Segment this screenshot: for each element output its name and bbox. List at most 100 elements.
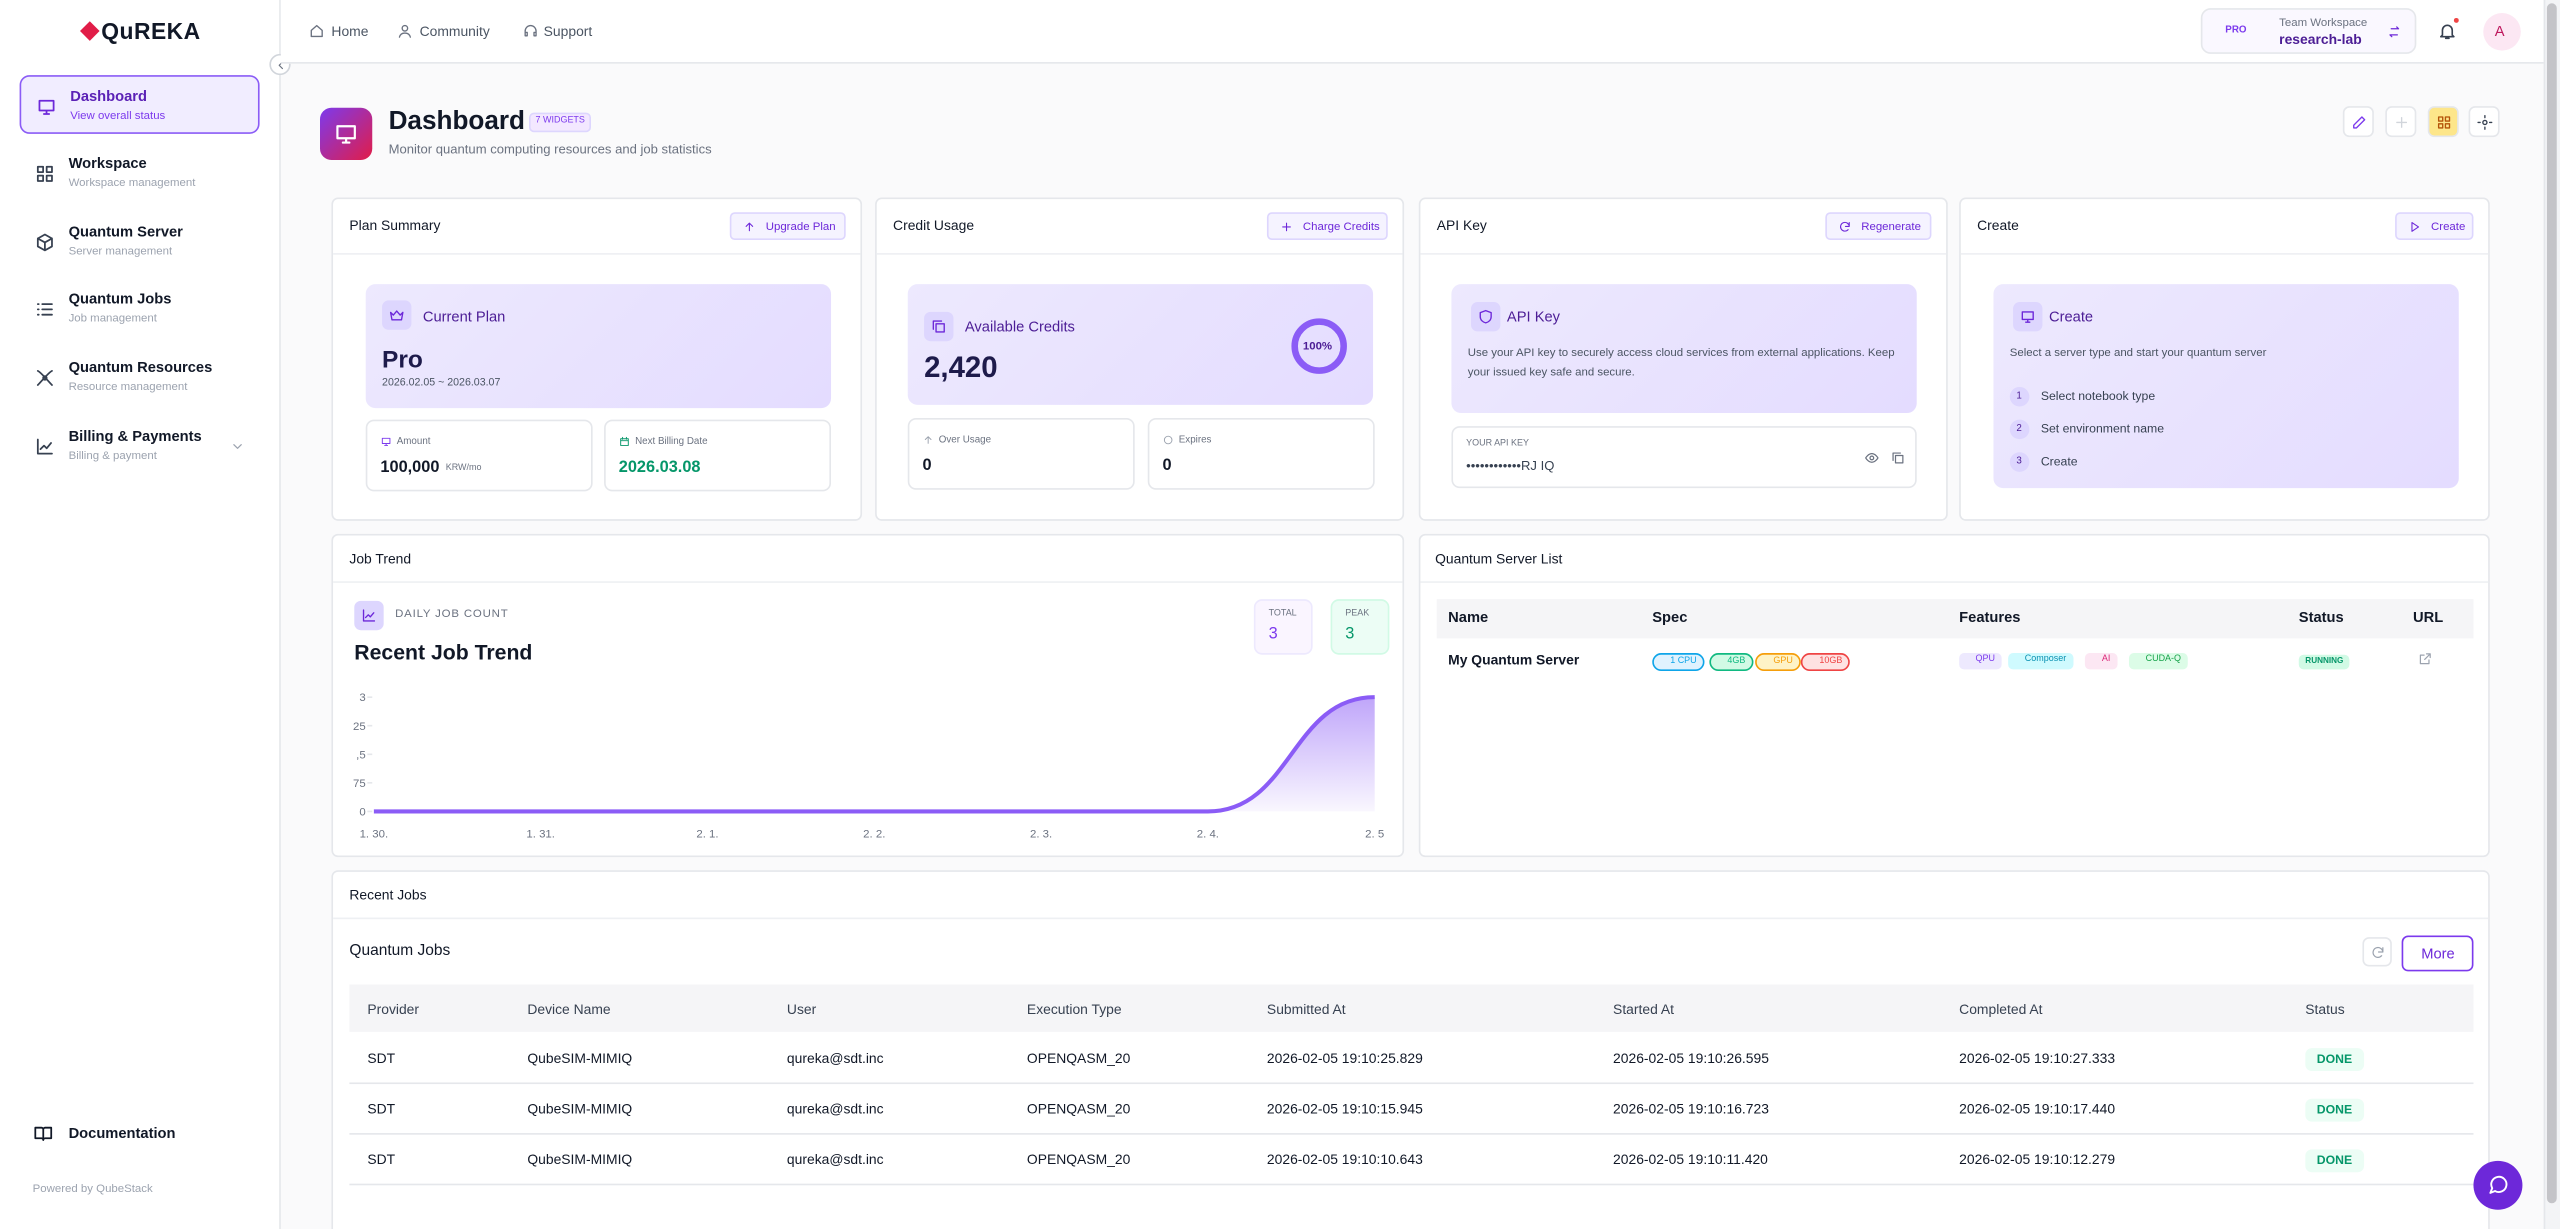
card-action-button[interactable]: Charge Credits — [1266, 212, 1388, 240]
logo[interactable]: QuREKA — [101, 17, 201, 45]
toolbar-icon-shape — [2477, 114, 2493, 130]
table-cell: SDT — [367, 1049, 396, 1067]
nav-item[interactable]: Quantum Resources Resource management — [20, 348, 260, 407]
nav-item[interactable]: Billing & Payments Billing & payment — [20, 416, 260, 475]
credit-usage-card: Credit Usage Charge Credits Available Cred… — [875, 197, 1405, 521]
page-subtitle: Monitor quantum computing resources and … — [388, 142, 712, 157]
topnav-link[interactable]: Community — [419, 22, 490, 40]
table-cell: QubeSIM-MIMIQ — [527, 1100, 633, 1117]
table-cell: OPENQASM_20 — [1026, 1151, 1131, 1168]
server-url[interactable] — [2418, 651, 2433, 666]
toolbar-button[interactable] — [2427, 106, 2459, 138]
nav-item[interactable]: Workspace Workspace management — [20, 143, 260, 202]
card-title: API Key — [1436, 217, 1487, 234]
nav-item[interactable]: Quantum Jobs Job management — [20, 280, 260, 339]
panel-icon-shape-shape — [362, 609, 376, 622]
status-badge: DONE — [2305, 1048, 2364, 1071]
show-key[interactable] — [1864, 451, 1879, 466]
toolbar-button[interactable] — [2385, 106, 2417, 138]
nav-item[interactable]: Dashboard View overall status — [19, 75, 260, 134]
column-header: Status — [2298, 608, 2344, 626]
y-tick-label: ,5 — [356, 749, 366, 761]
avatar[interactable]: A — [2483, 13, 2521, 51]
header-icon-shape — [336, 125, 356, 144]
nav-icon-shape — [36, 370, 53, 387]
refresh-button[interactable] — [2362, 937, 2392, 967]
table-cell: 2026-02-05 19:10:11.420 — [1613, 1151, 1768, 1168]
y-tick-label: 25 — [353, 721, 366, 733]
copy-key[interactable] — [1891, 451, 1906, 466]
spec-chip: 4GB — [1709, 653, 1754, 671]
panel-icon-shape — [932, 320, 945, 333]
toolbar-icon — [2477, 114, 2493, 130]
plan-period: 2026.02.05 ~ 2026.03.07 — [382, 377, 501, 389]
jobs-subtitle: Quantum Jobs — [349, 942, 451, 960]
topnav-icon-shape — [310, 24, 323, 38]
documentation-link[interactable]: Documentation — [33, 1122, 229, 1148]
recent-jobs-card: Recent Jobs Quantum Jobs More Provider Devic… — [331, 870, 2490, 1229]
nav-icon-shape — [36, 438, 53, 455]
card-title: Plan Summary — [349, 217, 441, 234]
nav-icon — [36, 165, 53, 182]
card-action-button[interactable]: Create — [2395, 212, 2474, 240]
highlight-panel: Current Plan Pro 2026.02.05 ~ 2026.03.07 — [365, 284, 832, 409]
api-key-label: YOUR API KEY — [1466, 439, 1530, 449]
table-cell: SDT — [367, 1151, 396, 1168]
topnav-link[interactable]: Home — [331, 22, 369, 40]
ring-progress — [1291, 318, 1347, 374]
nav-icon-shape — [36, 165, 53, 182]
more-button[interactable]: More — [2401, 935, 2474, 972]
panel-icon-shape — [389, 310, 404, 321]
sidebar: QuREKA Dashboard View overall status Worksp… — [0, 0, 281, 1229]
topnav-link[interactable]: Support — [543, 22, 593, 40]
button-label: Upgrade Plan — [765, 222, 836, 234]
server-name[interactable]: My Quantum Server — [1448, 651, 1580, 668]
step-number-text: 1 — [2016, 391, 2022, 402]
column-header: User — [786, 1000, 817, 1018]
panel-icon-shape-shape — [389, 310, 404, 321]
nav-subtitle: Server management — [68, 245, 173, 258]
workspace-switcher[interactable]: PRO Team Workspace research-lab — [2200, 8, 2417, 54]
nav-title: Quantum Server — [68, 223, 183, 240]
toolbar-icon-shape — [2353, 116, 2366, 129]
nav-title: Quantum Jobs — [68, 291, 172, 308]
plan-summary-card: Plan Summary Upgrade Plan Current Plan Pro 2… — [331, 197, 863, 521]
topnav-icon-shape — [524, 24, 537, 37]
trend-chart: 0 75 ,5 25 3 1. 30. 1. 31. 2. 1. 2. 2. 2. 3. 2. 4.… — [353, 692, 1384, 841]
card-action-button[interactable]: Upgrade Plan — [729, 212, 846, 240]
amount-icon-shape — [381, 437, 391, 446]
nav-item[interactable]: Quantum Server Server management — [20, 212, 260, 271]
y-tick-label: 75 — [353, 778, 366, 790]
y-tick-label: 3 — [359, 692, 365, 704]
notifications[interactable] — [2438, 21, 2458, 41]
over-label: Over Usage — [938, 435, 992, 446]
nav-icon — [36, 232, 53, 251]
table-cell: QubeSIM-MIMIQ — [527, 1049, 633, 1067]
button-icon — [1840, 221, 1850, 232]
card-title: Recent Jobs — [349, 886, 427, 903]
panel-icon — [1471, 302, 1501, 332]
column-header: Status — [2305, 1000, 2345, 1018]
doc-icon-shape — [34, 1126, 53, 1141]
table-cell: OPENQASM_20 — [1026, 1100, 1131, 1117]
nav-subtitle: Billing & payment — [68, 450, 157, 463]
panel-icon-shape-shape — [932, 320, 945, 333]
nav-icon-shape — [36, 232, 53, 251]
toolbar-button[interactable] — [2468, 106, 2500, 138]
feature-chip: AI — [2085, 653, 2117, 669]
plan-panel-title: Current Plan — [422, 308, 506, 325]
stat-label: PEAK — [1345, 608, 1370, 619]
panel-icon — [354, 600, 384, 631]
nav-title: Workspace — [68, 154, 147, 172]
copy-key-shape — [1892, 452, 1904, 464]
panel-icon — [382, 300, 412, 330]
chat-button[interactable] — [2473, 1160, 2523, 1210]
table-header — [1436, 599, 2474, 639]
expires-icon — [1163, 435, 1173, 445]
toolbar-icon — [2437, 116, 2451, 129]
card-action-button[interactable]: Regenerate — [1825, 212, 1932, 240]
x-tick-label: 2. 5 — [1365, 829, 1384, 841]
amount-unit: KRW/mo — [445, 463, 482, 474]
toolbar-button[interactable] — [2342, 106, 2374, 138]
nav-icon — [36, 303, 53, 317]
